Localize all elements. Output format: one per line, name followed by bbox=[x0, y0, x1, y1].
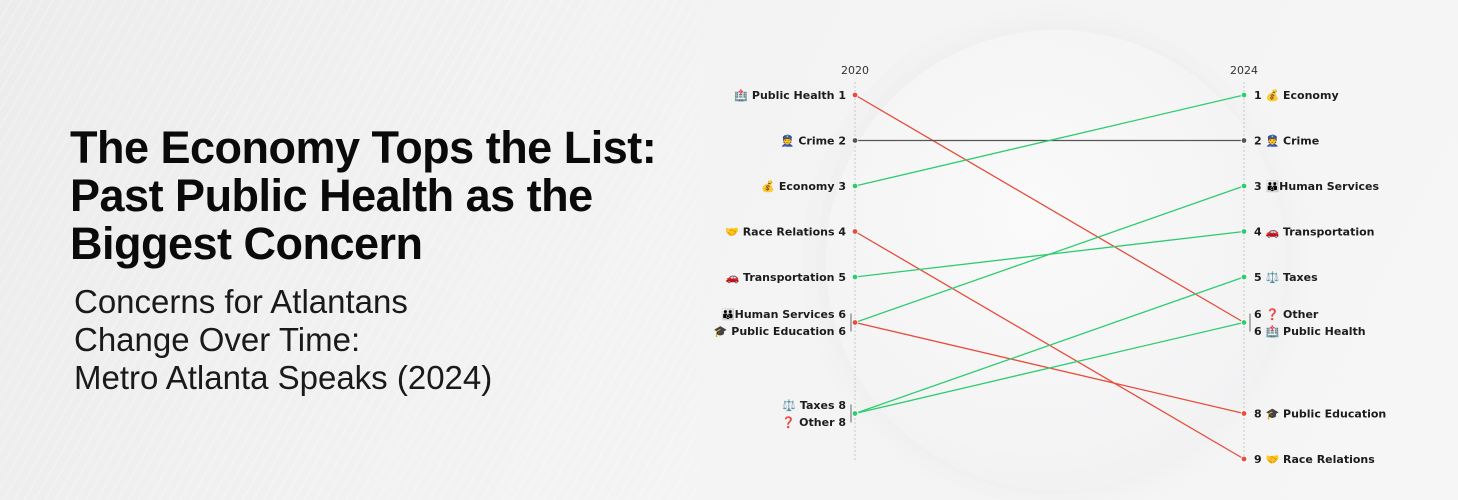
point-2020-other bbox=[851, 410, 859, 417]
label-2024-0: 1 💰 Economy bbox=[1254, 89, 1339, 102]
series-line-public-health bbox=[854, 94, 1245, 324]
title-line: Past Public Health as the bbox=[70, 170, 593, 221]
label-2020-8: ❓ Other 8 bbox=[782, 416, 846, 429]
point-2024-transportation bbox=[1240, 228, 1248, 235]
point-2020-race-relations bbox=[851, 228, 859, 235]
label-2020-4: 🚗 Transportation 5 bbox=[726, 271, 846, 284]
point-2024-taxes bbox=[1240, 273, 1248, 281]
chart-axes: 2020 2024 bbox=[841, 64, 1258, 460]
point-2024-human-services bbox=[1240, 182, 1248, 190]
label-2024-5: 6 ❓ Other bbox=[1254, 308, 1319, 321]
title-line: The Economy Tops the List: bbox=[70, 122, 657, 173]
label-2024-4: 5 ⚖️ Taxes bbox=[1254, 271, 1318, 284]
label-2020-2: 💰 Economy 3 bbox=[761, 180, 846, 193]
point-2020-public-health bbox=[851, 91, 859, 99]
label-2020-3: 🤝 Race Relations 4 bbox=[725, 226, 846, 239]
series-line-taxes bbox=[854, 276, 1245, 415]
label-2024-7: 8 🎓 Public Education bbox=[1254, 408, 1386, 421]
series-line-economy bbox=[854, 94, 1245, 187]
year-label-2020: 2020 bbox=[841, 64, 869, 77]
series-line-other bbox=[854, 321, 1245, 415]
label-2024-6: 6 🏥 Public Health bbox=[1254, 325, 1366, 338]
label-2020-7: ⚖️ Taxes 8 bbox=[782, 399, 846, 412]
label-2020-1: 👮 Crime 2 bbox=[781, 134, 846, 148]
subtitle-line: Change Over Time: bbox=[74, 321, 361, 358]
point-2020-public-education bbox=[851, 319, 859, 326]
point-2024-other bbox=[1240, 319, 1248, 326]
label-2024-2: 3 👪Human Services bbox=[1254, 180, 1379, 193]
title-line: Biggest Concern bbox=[70, 218, 423, 269]
chart-lines bbox=[854, 94, 1245, 460]
point-2020-crime bbox=[851, 137, 859, 144]
subtitle-line: Metro Atlanta Speaks (2024) bbox=[74, 359, 493, 396]
subtitle-line: Concerns for Atlantans bbox=[74, 283, 408, 320]
page-title: The Economy Tops the List: Past Public H… bbox=[70, 124, 710, 268]
background-stripes bbox=[0, 0, 700, 500]
series-line-human-services bbox=[854, 185, 1245, 324]
label-2020-0: 🏥 Public Health 1 bbox=[734, 89, 846, 102]
chart-points bbox=[851, 91, 1248, 463]
label-2020-5: 👪Human Services 6 bbox=[721, 308, 846, 321]
year-label-2024: 2024 bbox=[1230, 64, 1258, 77]
point-2024-crime bbox=[1240, 137, 1248, 144]
point-2024-public-education bbox=[1240, 410, 1248, 417]
point-2020-economy bbox=[851, 182, 859, 190]
label-2024-8: 9 🤝 Race Relations bbox=[1254, 453, 1375, 466]
point-2024-economy bbox=[1240, 91, 1248, 99]
label-2024-1: 2 👮 Crime bbox=[1254, 134, 1319, 148]
label-2024-3: 4 🚗 Transportation bbox=[1254, 226, 1374, 239]
chart-labels: 🏥 Public Health 1 👮 Crime 2 💰 Economy 3 🤝 R… bbox=[714, 89, 1387, 466]
page-subtitle: Concerns for Atlantans Change Over Time:… bbox=[74, 283, 674, 397]
label-2020-6: 🎓 Public Education 6 bbox=[714, 325, 847, 338]
point-2024-race-relations bbox=[1240, 455, 1248, 463]
point-2020-transportation bbox=[851, 273, 859, 281]
